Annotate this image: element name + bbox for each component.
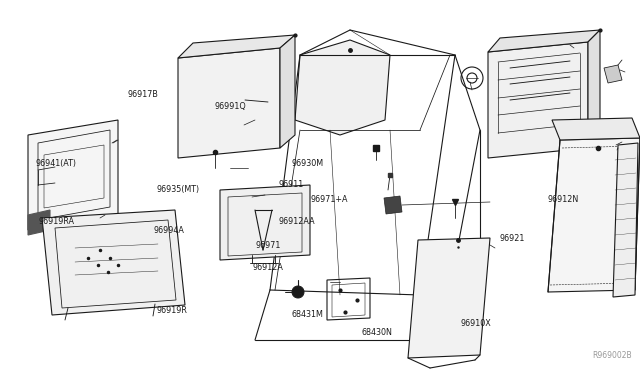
Polygon shape xyxy=(42,210,185,315)
Polygon shape xyxy=(488,30,600,52)
Polygon shape xyxy=(28,120,118,230)
Text: 96991Q: 96991Q xyxy=(214,102,246,110)
Polygon shape xyxy=(613,143,638,297)
Text: 96971+A: 96971+A xyxy=(310,195,348,203)
Polygon shape xyxy=(280,35,295,148)
Text: R969002B: R969002B xyxy=(593,351,632,360)
Text: 96912AA: 96912AA xyxy=(278,217,315,226)
Text: 96930M: 96930M xyxy=(291,159,323,168)
Text: 96994A: 96994A xyxy=(154,226,184,235)
Circle shape xyxy=(292,286,304,298)
Text: 96919R: 96919R xyxy=(157,306,188,315)
Polygon shape xyxy=(548,138,640,292)
Polygon shape xyxy=(588,30,600,148)
Polygon shape xyxy=(178,35,295,58)
Polygon shape xyxy=(488,42,588,158)
Text: 96921: 96921 xyxy=(499,234,525,243)
Text: 68431M: 68431M xyxy=(291,310,323,319)
Text: 96910X: 96910X xyxy=(461,319,492,328)
Polygon shape xyxy=(384,196,402,214)
Text: 96971: 96971 xyxy=(256,241,282,250)
Text: 68430N: 68430N xyxy=(362,328,392,337)
Polygon shape xyxy=(295,40,390,135)
Text: 96911: 96911 xyxy=(278,180,303,189)
Circle shape xyxy=(258,202,268,212)
Polygon shape xyxy=(28,210,50,235)
Text: 96935(MT): 96935(MT) xyxy=(157,185,200,194)
Polygon shape xyxy=(552,118,640,140)
Polygon shape xyxy=(220,185,310,260)
Text: 96917B: 96917B xyxy=(128,90,159,99)
Polygon shape xyxy=(604,65,622,83)
Text: 96919RA: 96919RA xyxy=(38,217,74,226)
Polygon shape xyxy=(408,238,490,358)
Text: 96912N: 96912N xyxy=(547,195,579,203)
Polygon shape xyxy=(178,48,280,158)
Text: 96912A: 96912A xyxy=(253,263,284,272)
Text: 96941(AT): 96941(AT) xyxy=(35,159,76,168)
